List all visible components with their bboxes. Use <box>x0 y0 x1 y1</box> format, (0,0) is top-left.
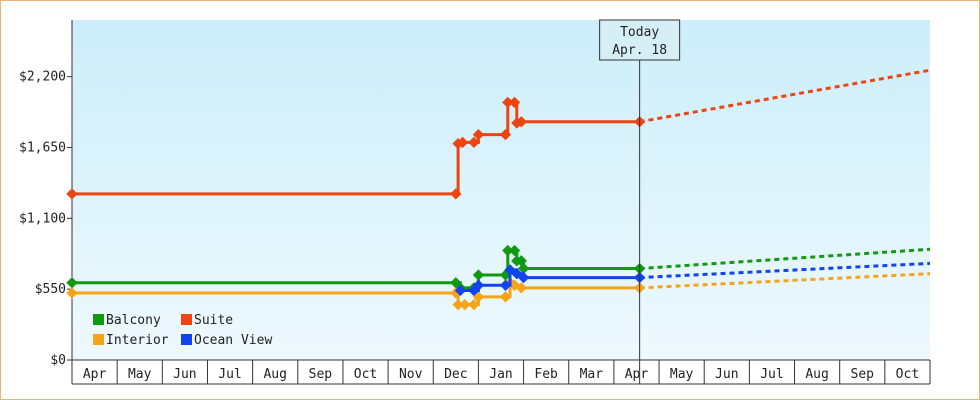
legend-swatch-interior <box>93 334 104 345</box>
today-callout-box <box>599 19 681 61</box>
x-tick-label: May <box>670 367 694 382</box>
x-tick-label: Oct <box>354 367 377 382</box>
data-point-balcony <box>517 262 530 275</box>
x-tick-label: Jul <box>760 367 783 382</box>
data-point-suite <box>468 136 480 149</box>
x-axis: Apr May Jun Jul Aug Sep Oct Nov Dec Jan Feb Mar Apr M… <box>71 359 931 385</box>
data-point-suite <box>499 128 512 141</box>
series-projection-suite <box>639 68 931 124</box>
data-point-balcony <box>472 269 485 281</box>
x-tick-label: Nov <box>399 367 423 382</box>
x-tick-label: Sep <box>851 367 875 382</box>
legend: Balcony Suite Interior Ocean View <box>93 313 272 348</box>
x-tick-label: May <box>128 367 152 382</box>
data-point-ocean-view <box>517 271 530 284</box>
x-tick-label: Jun <box>173 367 196 382</box>
x-tick-label: Jan <box>489 367 512 382</box>
legend-label-balcony: Balcony <box>106 313 161 328</box>
data-point-interior <box>515 282 527 294</box>
data-point-interior <box>459 298 471 311</box>
data-point-ocean-view <box>472 279 485 291</box>
y-tick-label: $2,200 <box>19 70 66 85</box>
x-tick-label: Jun <box>715 367 738 382</box>
data-point-balcony <box>502 244 514 257</box>
y-axis: $0 $550 $1,100 $1,650 $2,200 <box>19 20 73 384</box>
data-point-suite <box>450 188 462 200</box>
data-point-ocean-view <box>499 279 512 291</box>
x-tick-label: Jul <box>218 367 241 382</box>
legend-swatch-suite <box>181 314 192 325</box>
x-tick-label: Apr <box>83 367 107 382</box>
x-tick-label: Aug <box>263 367 286 382</box>
x-tick-label: Dec <box>444 367 467 382</box>
x-tick-label: Oct <box>896 367 919 382</box>
today-label: Today <box>620 25 659 40</box>
x-tick-label: Apr <box>625 367 649 382</box>
today-date: Apr. 18 <box>612 43 667 58</box>
y-tick-label: $1,650 <box>19 141 66 156</box>
data-point-balcony <box>508 244 521 257</box>
series-interior <box>66 272 931 311</box>
legend-label-interior: Interior <box>106 333 169 348</box>
data-point-interior <box>499 291 512 303</box>
legend-label-suite: Suite <box>194 313 233 328</box>
y-tick-label: $550 <box>35 282 66 297</box>
series-projection-balcony <box>639 247 931 271</box>
x-tick-label: Sep <box>309 367 333 382</box>
today-marker: Today Apr. 18 <box>599 19 681 384</box>
plot-background <box>72 20 930 360</box>
y-tick-label: $1,100 <box>19 211 66 226</box>
x-tick-label: Mar <box>580 367 604 382</box>
legend-swatch-balcony <box>93 314 104 325</box>
series-projection-interior <box>639 272 931 290</box>
series-projection-ocean-view <box>639 261 931 280</box>
x-tick-label: Aug <box>805 367 828 382</box>
y-tick-label: $0 <box>50 353 66 368</box>
data-point-suite <box>456 136 469 149</box>
data-point-interior <box>468 298 480 311</box>
legend-swatch-ocean-view <box>181 334 192 345</box>
legend-label-ocean-view: Ocean View <box>194 333 272 348</box>
data-point-interior <box>452 298 464 311</box>
data-point-suite <box>472 128 485 141</box>
data-point-ocean-view <box>454 284 467 297</box>
x-tick-label: Feb <box>534 367 558 382</box>
